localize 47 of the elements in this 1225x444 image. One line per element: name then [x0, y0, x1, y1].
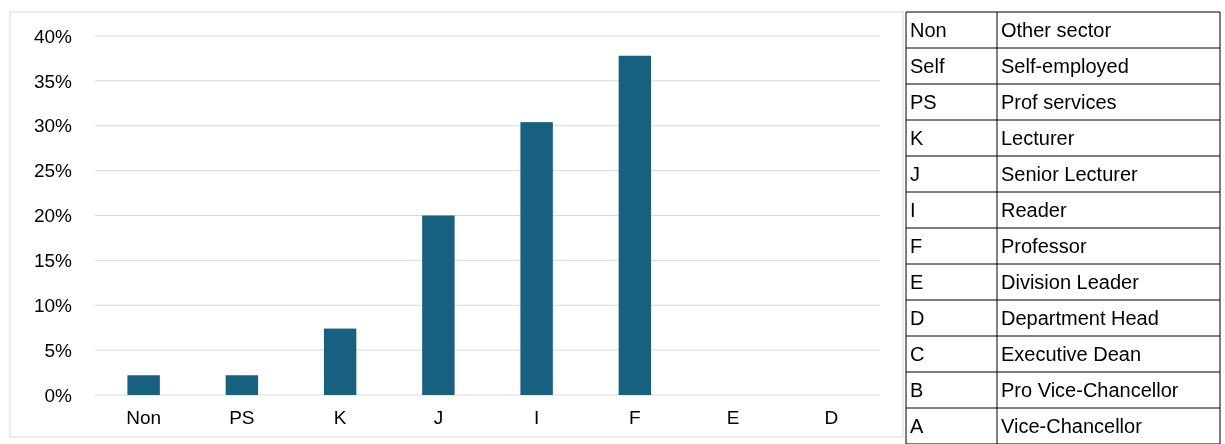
text: Executive Dean: [1001, 343, 1142, 365]
category-label: Non: [910, 19, 947, 41]
x-tick-label: D: [824, 407, 839, 428]
text: Prof services: [1001, 91, 1117, 113]
x-tick-label: E: [726, 407, 740, 428]
y-tick-label: 15%: [33, 250, 73, 272]
text: Senior Lecturer: [1001, 163, 1139, 185]
y-tick-label: 5%: [44, 339, 73, 361]
x-tick-label: I: [533, 407, 540, 428]
category-label: J: [910, 163, 920, 185]
text: Pro Vice-Chancellor: [1001, 379, 1179, 401]
category-label: B: [910, 379, 924, 401]
bar: [520, 122, 553, 395]
x-tick-label: PS: [229, 407, 255, 428]
y-tick-label: 20%: [33, 205, 73, 227]
category-label: C: [910, 343, 925, 365]
category-label: Self: [910, 55, 945, 77]
category-label: K: [910, 127, 924, 149]
text: Division Leader: [1001, 271, 1140, 293]
category-label: A: [910, 415, 924, 437]
bar: [618, 55, 652, 395]
category-label: PS: [910, 91, 937, 113]
y-tick-label: 10%: [33, 294, 73, 316]
x-tick-label: J: [433, 407, 444, 428]
bar: [225, 375, 259, 395]
text: Vice-Chancellor: [1001, 415, 1143, 437]
category-label: D: [910, 307, 925, 329]
bar: [127, 375, 160, 395]
y-tick-label: 35%: [33, 70, 73, 92]
x-tick-label: Non: [126, 407, 162, 428]
text: Professor: [1001, 235, 1087, 257]
y-tick-label: 25%: [33, 160, 73, 182]
text: Department Head: [1001, 307, 1159, 329]
bar: [422, 215, 455, 395]
category-label: I: [910, 199, 916, 221]
y-tick-label: 40%: [33, 25, 73, 47]
x-tick-label: F: [629, 407, 641, 428]
text: Reader: [1001, 199, 1067, 221]
category-label: F: [910, 235, 923, 257]
text: Self-employed: [1001, 55, 1129, 77]
y-tick-label: 0%: [44, 384, 73, 406]
text: Lecturer: [1001, 127, 1075, 149]
y-tick-label: 30%: [33, 115, 73, 137]
bar: [323, 328, 357, 395]
category-label: E: [910, 271, 924, 293]
text: Other sector: [1001, 19, 1112, 41]
x-tick-label: K: [333, 407, 347, 428]
